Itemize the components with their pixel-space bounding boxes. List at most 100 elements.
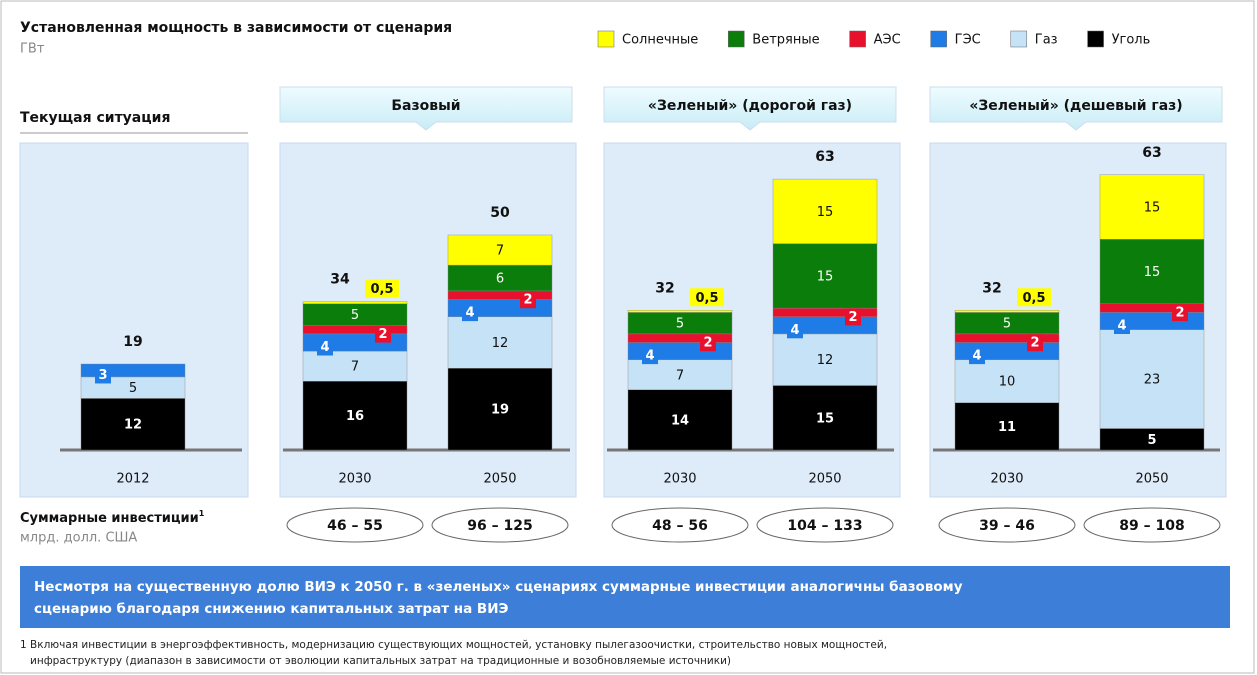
investment-value: 96 – 125 [467, 518, 532, 534]
value-label-box [969, 346, 985, 365]
investment-oval [286, 507, 424, 543]
value-label: 5 [1003, 317, 1011, 332]
group-header [929, 86, 1223, 131]
bar-segment [80, 398, 186, 451]
x-tick-label: 2050 [1135, 472, 1168, 487]
investment-value: 39 – 46 [979, 518, 1035, 534]
bar-segment [627, 333, 733, 343]
conclusion-line: Несмотря на существенную долю ВИЭ к 2050… [34, 579, 963, 595]
bar-segment [954, 359, 1060, 403]
value-label: 2 [703, 336, 712, 351]
value-label: 5 [351, 308, 359, 323]
value-label: 4 [790, 323, 799, 338]
value-label: 12 [492, 336, 509, 351]
bar-segment [627, 310, 733, 313]
bar-segment [1099, 174, 1205, 240]
value-label: 7 [351, 360, 359, 375]
value-label: 5 [676, 317, 684, 332]
legend-label: ГЭС [955, 33, 981, 48]
value-label: 23 [1144, 373, 1161, 388]
total-label: 32 [655, 280, 674, 296]
bar-segment [447, 290, 553, 300]
bar-segment [302, 350, 408, 382]
value-label-box [375, 324, 391, 343]
investment-unit: млрд. долл. США [20, 531, 137, 546]
investment-note: 1 [199, 509, 205, 518]
subtitle: ГВт [20, 42, 45, 57]
conclusion-line: сценарию благодаря снижению капитальных … [34, 601, 508, 617]
value-label-box [1027, 333, 1043, 352]
legend-label: Газ [1035, 33, 1058, 48]
footnote: инфраструктуру (диапазон в зависимости о… [30, 655, 731, 667]
legend-swatch [930, 30, 947, 48]
bar-segment [954, 333, 1060, 343]
investment-value: 48 – 56 [652, 518, 708, 534]
legend-label: Уголь [1112, 33, 1151, 48]
legend-swatch [597, 30, 615, 48]
bar-segment [1099, 239, 1205, 305]
value-label: 0,5 [695, 291, 718, 306]
footnote: 1 Включая инвестиции в энергоэффективнос… [20, 639, 887, 651]
legend-swatch [849, 30, 866, 48]
value-label: 2 [1175, 306, 1184, 321]
value-label: 4 [320, 340, 329, 355]
bar-segment [447, 234, 553, 266]
legend-label: Солнечные [622, 33, 698, 48]
value-label-box [317, 337, 333, 356]
bar-segment [772, 307, 878, 317]
legend-swatch [1010, 30, 1028, 48]
bar-segment [627, 389, 733, 451]
current-label: Текущая ситуация [20, 110, 170, 126]
value-label: 12 [124, 418, 142, 433]
total-label: 19 [123, 334, 142, 350]
value-label: 7 [676, 368, 684, 383]
investment-value: 46 – 55 [327, 518, 383, 534]
group-header [603, 86, 897, 131]
value-label: 2 [378, 327, 387, 342]
value-label: 12 [817, 353, 834, 368]
conclusion-box [20, 566, 1230, 628]
value-label: 15 [817, 205, 834, 220]
investment-label-text: Суммарные инвестиции [20, 511, 199, 526]
total-label: 63 [815, 149, 834, 165]
value-label-box [1017, 288, 1051, 307]
value-label: 4 [645, 349, 654, 364]
value-label: 15 [816, 411, 834, 426]
value-label: 2 [848, 310, 857, 325]
value-label: 15 [817, 269, 834, 284]
value-label: 0,5 [370, 282, 393, 297]
legend-swatch [728, 30, 745, 48]
value-label: 6 [496, 272, 504, 287]
value-label: 14 [671, 413, 689, 428]
chart-title: Установленная мощность в зависимости от … [20, 20, 452, 36]
value-label: 4 [465, 306, 474, 321]
value-label: 10 [999, 375, 1016, 390]
value-label-box [365, 279, 399, 298]
value-label: 15 [1144, 265, 1161, 280]
investment-value: 89 – 108 [1119, 518, 1184, 534]
bar-segment [1099, 329, 1205, 429]
value-label-box [845, 307, 861, 326]
value-label-box [787, 320, 803, 339]
value-label: 5 [129, 381, 137, 396]
legend-label: Ветряные [752, 33, 819, 48]
investment-value: 104 – 133 [787, 518, 862, 534]
value-label: 3 [98, 368, 107, 383]
investment-oval [1083, 507, 1221, 543]
bar-segment [627, 359, 733, 391]
investment-oval [756, 507, 894, 543]
value-label-box [690, 288, 724, 307]
value-label: 2 [1030, 336, 1039, 351]
x-tick-label: 2012 [116, 472, 149, 487]
value-label-box [700, 333, 716, 352]
bar-segment [302, 381, 408, 451]
bar-segment [302, 325, 408, 335]
value-label: 7 [496, 244, 504, 259]
total-label: 50 [490, 205, 510, 221]
group-title: «Зеленый» (дорогой газ) [648, 98, 852, 114]
value-label: 0,5 [1022, 291, 1045, 306]
investment-oval [938, 507, 1076, 543]
investment-oval [431, 507, 569, 543]
